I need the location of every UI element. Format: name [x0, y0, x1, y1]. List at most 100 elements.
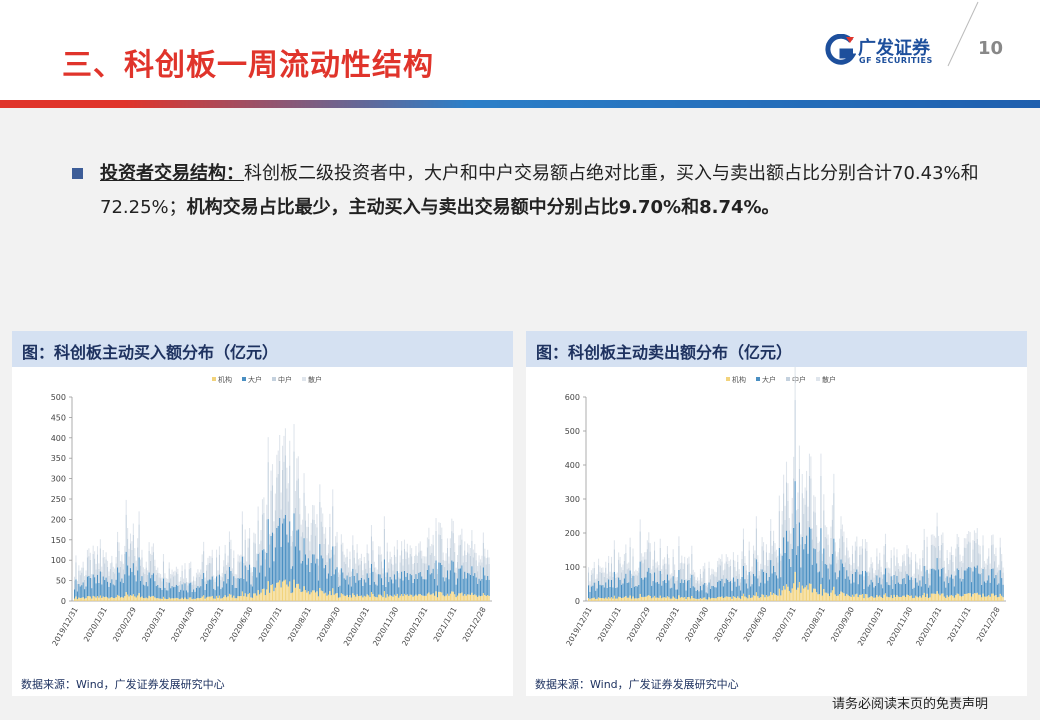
sell-bar-机构: [757, 596, 759, 601]
sell-bar-中户: [993, 561, 996, 579]
sell-bar-中户: [718, 564, 720, 581]
sell-bar-散户: [969, 532, 971, 543]
buy-bar-中户: [353, 557, 355, 576]
sell-bar-机构: [775, 595, 777, 601]
buy-bar-中户: [89, 559, 91, 578]
sell-bar-大户: [973, 566, 975, 594]
sell-bar-大户: [714, 587, 716, 599]
sell-bar-散户: [702, 566, 704, 572]
sell-bar-散户: [665, 563, 667, 570]
buy-bar-散户: [382, 568, 384, 574]
buy-y-tick-label: 400: [51, 434, 66, 443]
sell-bar-机构: [785, 584, 788, 601]
buy-x-tick-label: 2021/2/28: [461, 605, 488, 643]
sell-bar-机构: [946, 595, 948, 601]
buy-bar-机构: [471, 592, 473, 601]
sell-bar-散户: [643, 552, 646, 560]
sell-bar-机构: [616, 598, 618, 601]
sell-bar-中户: [659, 547, 661, 571]
buy-bar-大户: [174, 586, 176, 599]
buy-bar-机构: [294, 587, 296, 601]
buy-bar-中户: [152, 552, 154, 574]
sell-bar-散户: [830, 526, 832, 538]
sell-bar-中户: [665, 569, 667, 583]
buy-bar-大户: [431, 573, 433, 595]
sell-bar-中户: [767, 565, 769, 581]
sell-bar-机构: [619, 597, 621, 601]
sell-bar-中户: [661, 573, 663, 586]
buy-bar-中户: [236, 578, 238, 588]
buy-bar-散户: [139, 559, 142, 566]
sell-bar-中户: [909, 564, 911, 580]
buy-bar-散户: [393, 546, 395, 555]
buy-bar-中户: [157, 572, 159, 585]
buy-bar-散户: [372, 541, 374, 551]
sell-bar-机构: [709, 598, 712, 601]
buy-bar-机构: [260, 592, 262, 601]
buy-bar-机构: [170, 598, 172, 601]
sell-bar-机构: [659, 595, 661, 601]
sell-bar-散户: [588, 567, 590, 573]
buy-bar-机构: [228, 593, 230, 601]
buy-bar-大户: [273, 561, 275, 592]
buy-bar-中户: [221, 577, 223, 588]
buy-bar-散户: [286, 467, 288, 489]
sell-bar-中户: [854, 550, 856, 572]
buy-bar-大户: [388, 582, 390, 597]
buy-bar-机构: [454, 594, 456, 601]
buy-bar-中户: [462, 562, 464, 579]
buy-bar-大户: [86, 576, 88, 597]
sell-bar-大户: [896, 575, 898, 596]
buy-bar-大户: [277, 525, 279, 583]
buy-legend-label: 机构: [218, 375, 232, 384]
buy-bar-大户: [79, 586, 81, 599]
sell-bar-散户: [698, 580, 700, 584]
buy-bar-中户: [177, 573, 179, 586]
sell-bar-中户: [685, 582, 687, 591]
buy-bar-散户: [326, 555, 328, 563]
sell-bar-中户: [711, 573, 713, 586]
buy-bar-散户: [307, 513, 309, 527]
gf-logo-icon: [825, 34, 856, 65]
buy-bar-机构: [188, 597, 190, 601]
buy-bar-散户: [138, 511, 140, 525]
buy-bar-中户: [366, 552, 368, 574]
sell-bar-中户: [992, 544, 994, 569]
buy-bar-散户: [99, 539, 101, 549]
sell-bar-散户: [902, 555, 904, 563]
sell-bar-机构: [836, 596, 838, 601]
buy-bar-大户: [484, 575, 486, 595]
sell-bar-机构: [770, 591, 772, 601]
sell-bar-机构: [902, 595, 904, 601]
sell-bar-机构: [622, 597, 624, 601]
sell-bar-大户: [715, 587, 717, 599]
buy-bar-大户: [299, 550, 301, 589]
buy-bar-中户: [238, 562, 241, 579]
buy-bar-中户: [418, 552, 420, 573]
buy-bar-大户: [208, 579, 210, 597]
buy-bar-散户: [95, 563, 97, 570]
sell-bar-中户: [751, 571, 753, 585]
buy-bar-中户: [117, 542, 119, 568]
sell-bar-中户: [813, 511, 815, 549]
buy-bar-散户: [304, 505, 307, 521]
sell-bar-机构: [588, 598, 590, 601]
sell-bar-机构: [826, 592, 828, 601]
sell-bar-大户: [946, 576, 948, 596]
buy-bar-中户: [240, 561, 242, 579]
buy-bar-散户: [131, 541, 133, 550]
buy-bar-散户: [408, 557, 410, 565]
sell-bar-大户: [732, 577, 734, 597]
slide-title: 三、科创板一周流动性结构: [62, 48, 434, 83]
buy-bar-机构: [183, 598, 185, 601]
sell-bar-机构: [930, 593, 932, 601]
sell-bar-机构: [641, 596, 643, 601]
buy-bar-大户: [409, 573, 411, 595]
sell-bar-散户: [678, 536, 680, 546]
buy-bar-大户: [467, 572, 469, 595]
sell-bar-大户: [940, 568, 942, 594]
sell-bar-大户: [745, 583, 747, 598]
sell-bar-散户: [672, 549, 674, 557]
sell-bar-机构: [926, 593, 928, 601]
sell-bar-大户: [645, 577, 647, 597]
